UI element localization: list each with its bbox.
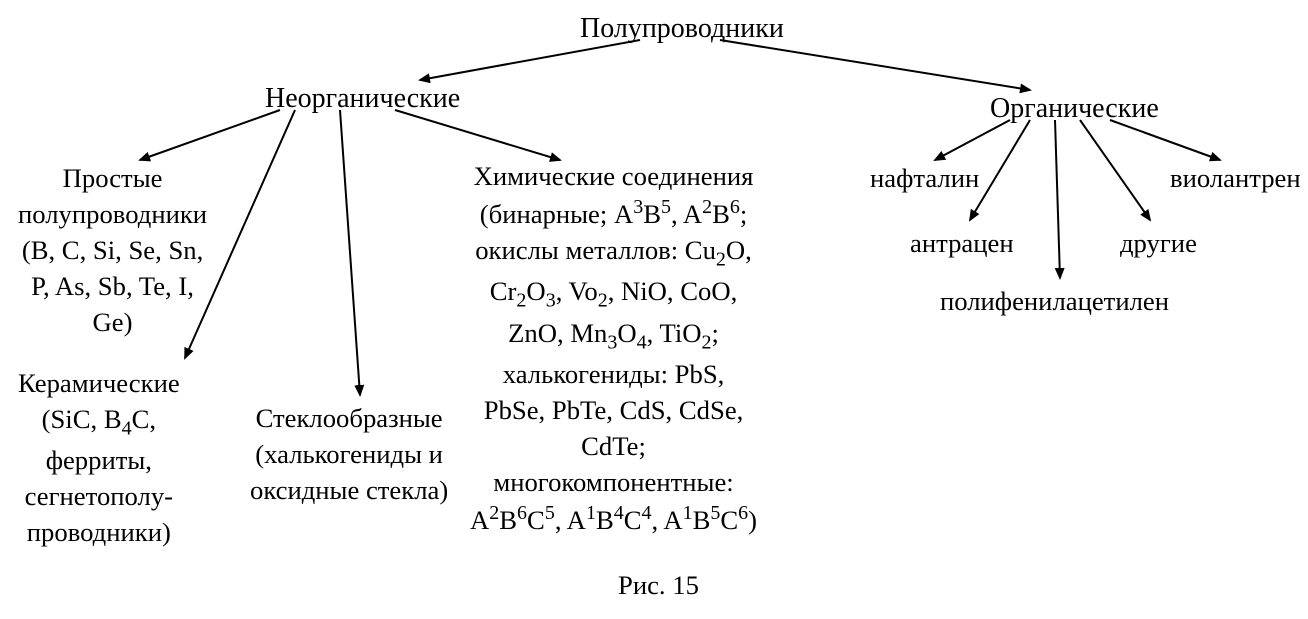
node-simple: Простыеполупроводники(B, C, Si, Se, Sn,P… xyxy=(18,160,207,340)
edge-org-other xyxy=(1080,120,1150,220)
diagram-canvas: Полупроводники Неорганические Органическ… xyxy=(0,0,1308,619)
node-glass: Стеклообразные(халькогениды иоксидные ст… xyxy=(250,400,448,508)
node-chem: Химические соединения(бинарные; A3B5, A2… xyxy=(470,158,757,538)
node-root: Полупроводники xyxy=(580,10,784,48)
node-other: другие xyxy=(1120,225,1197,261)
edge-inorg-simple xyxy=(140,110,280,160)
node-org: Органические xyxy=(990,90,1159,128)
node-naft: нафталин xyxy=(870,160,979,196)
node-ceramic: Керамические(SiC, B4C,ферриты,сегнетопол… xyxy=(18,365,180,550)
node-inorg: Неорганические xyxy=(265,80,460,118)
node-antr: антрацен xyxy=(910,225,1014,261)
node-viol: виолантрен xyxy=(1170,160,1301,196)
figure-caption: Рис. 15 xyxy=(618,570,699,601)
edge-org-poly xyxy=(1055,120,1060,278)
edge-inorg-glass xyxy=(340,110,360,395)
node-poly: полифенилацетилен xyxy=(940,283,1169,319)
